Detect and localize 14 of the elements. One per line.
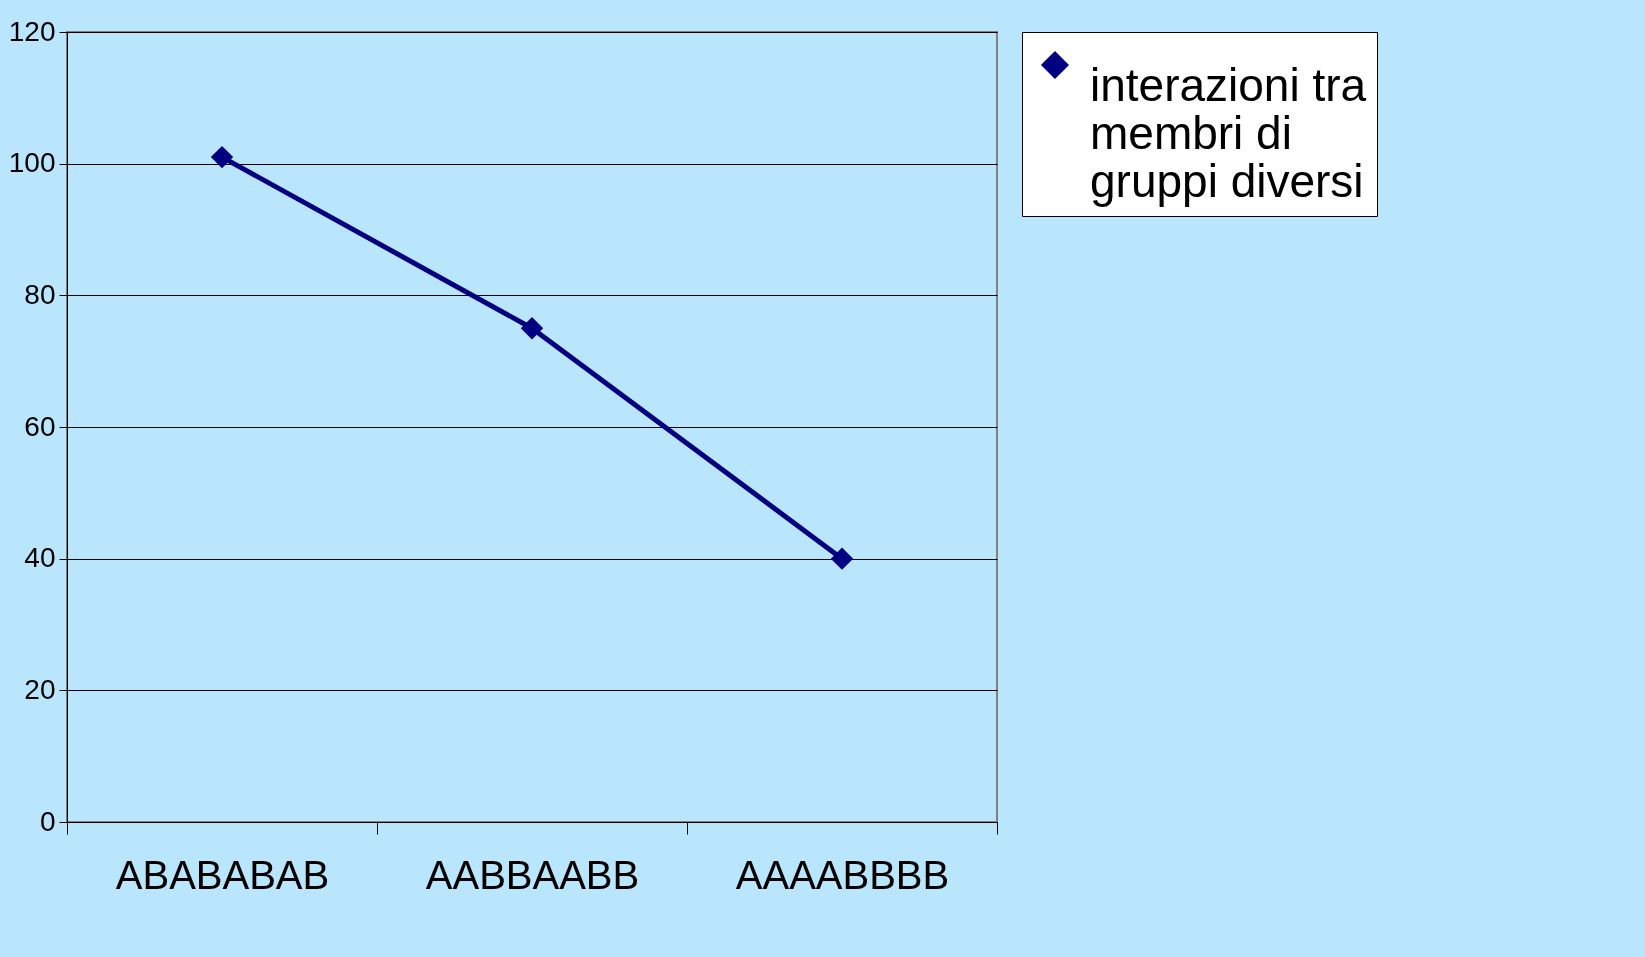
y-tick-label: 120 [8,15,56,47]
y-tick-label: 100 [8,147,56,179]
y-tick-label: 20 [24,673,56,705]
y-tick-label: 60 [24,410,56,442]
point [520,317,544,340]
y-tick-label: 40 [24,542,56,574]
x-tick-label: AABBAABB [425,852,640,897]
legend-label: interazioni tra membri di gruppi diversi [1090,59,1367,207]
y-tick-label: 80 [24,278,56,310]
x-tick-label: AAAABBBB [735,852,950,897]
point [830,547,854,570]
x-tick-label: ABABABAB [115,852,330,897]
point [210,145,234,169]
y-tick-label: 0 [39,805,56,837]
